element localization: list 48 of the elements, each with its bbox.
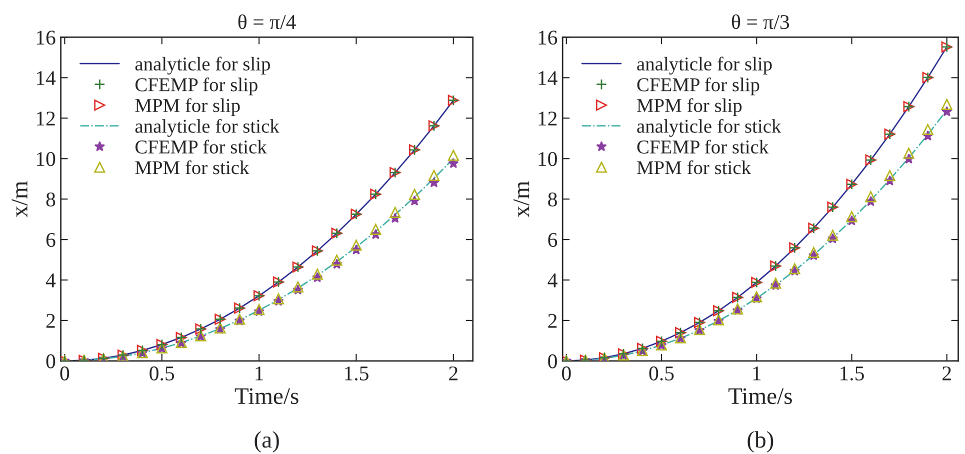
y-axis-title: x/m: [12, 181, 28, 218]
x-axis-title: Time/s: [234, 388, 298, 404]
y-tick-label: 10: [538, 152, 557, 166]
text: (a): [254, 431, 279, 453]
text: (b): [748, 431, 774, 453]
y-tick-label: 16: [36, 30, 56, 45]
legend-label: analyticle for stick: [135, 118, 280, 137]
legend-label: CFEMP for stick: [135, 140, 267, 154]
legend-label: MPM for slip: [637, 98, 742, 116]
x-tick-label: 1: [256, 366, 264, 380]
y-tick-label: 8: [548, 192, 557, 207]
x-tick-label: 0.5: [150, 366, 174, 381]
y-tick-label: 16: [538, 30, 558, 45]
legend-label: MPM for stick: [637, 160, 751, 174]
legend-label: CFEMP for slip: [135, 77, 258, 96]
y-tick-label: 0: [46, 354, 56, 368]
x-tick-label: 2: [449, 366, 458, 380]
chart-title: θ = π/3: [732, 14, 790, 30]
x-tick-label: 1: [753, 366, 761, 380]
x-tick-label: 0.5: [649, 366, 674, 381]
y-tick-label: 14: [36, 71, 56, 85]
legend-label: analyticle for stick: [637, 118, 782, 137]
x-tick-label: 1.5: [345, 366, 368, 381]
legend-label: analyticle for slip: [637, 56, 772, 75]
y-axis-title: x/m: [514, 181, 530, 218]
y-tick-label: 4: [46, 274, 56, 288]
x-axis-title: Time/s: [728, 388, 792, 404]
y-tick-label: 14: [538, 71, 558, 85]
y-tick-label: 12: [538, 112, 557, 126]
y-tick-label: 6: [46, 232, 56, 247]
legend-label: MPM for stick: [135, 160, 250, 174]
y-tick-label: 10: [36, 152, 56, 166]
x-tick-label: 0: [60, 366, 70, 380]
y-tick-label: 12: [36, 112, 55, 126]
legend-label: MPM for slip: [135, 98, 240, 116]
chart-title: θ = π/4: [238, 14, 296, 30]
y-tick-label: 8: [46, 192, 56, 207]
y-tick-label: 0: [548, 354, 557, 368]
x-tick-label: 2: [942, 366, 951, 380]
y-tick-label: 2: [548, 314, 557, 328]
x-tick-label: 1.5: [840, 366, 864, 381]
y-tick-label: 4: [548, 274, 558, 288]
x-tick-label: 0: [562, 366, 571, 380]
legend-label: analyticle for slip: [135, 56, 270, 75]
y-tick-label: 2: [46, 314, 55, 328]
legend-label: CFEMP for stick: [637, 140, 769, 154]
legend-label: CFEMP for slip: [637, 77, 760, 96]
y-tick-label: 6: [548, 232, 558, 247]
